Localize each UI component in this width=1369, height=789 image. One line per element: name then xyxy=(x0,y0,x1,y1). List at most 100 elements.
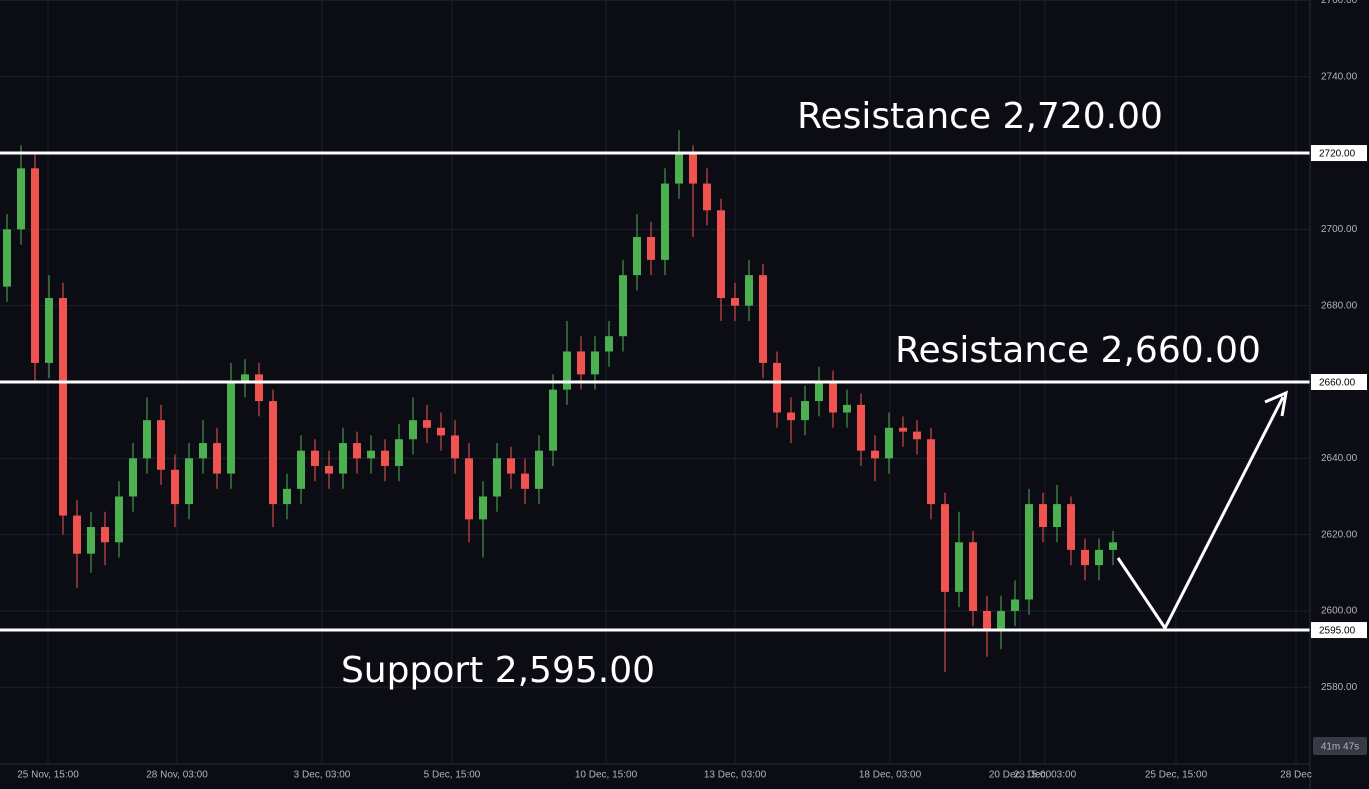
candle-body xyxy=(101,527,109,543)
y-tick-label: 2700.00 xyxy=(1321,224,1358,235)
candle-body xyxy=(31,168,39,363)
candle-body xyxy=(395,439,403,466)
candle-body xyxy=(143,420,151,459)
y-tick-label: 2680.00 xyxy=(1321,300,1358,311)
candle-body xyxy=(857,404,865,451)
candle-body xyxy=(325,465,333,474)
candle-body xyxy=(1025,504,1033,600)
candle-body xyxy=(507,458,515,474)
y-tick-label: 2760.00 xyxy=(1321,0,1358,6)
candle-body xyxy=(213,443,221,474)
candle-body xyxy=(577,351,585,375)
candle-body xyxy=(591,351,599,375)
candle-body xyxy=(199,443,207,459)
projection-arrow xyxy=(1116,396,1285,631)
candle-body xyxy=(605,336,613,352)
candle-body xyxy=(17,168,25,230)
candle-body xyxy=(717,210,725,299)
y-tick-label: 2620.00 xyxy=(1321,529,1358,540)
candle-body xyxy=(563,351,571,390)
arrow-head xyxy=(1264,390,1288,417)
x-tick-label: 25 Dec, 15:00 xyxy=(1145,770,1208,781)
candle-body xyxy=(983,610,991,631)
candle-body xyxy=(801,401,809,421)
candle-body xyxy=(185,458,193,505)
y-tick-label: 2640.00 xyxy=(1321,453,1358,464)
candle-body xyxy=(353,443,361,459)
candle-body xyxy=(129,458,137,497)
x-tick-label: 25 Nov, 15:00 xyxy=(17,770,79,781)
x-tick-label: 3 Dec, 03:00 xyxy=(294,770,351,781)
candle-body xyxy=(773,362,781,413)
candle-body xyxy=(955,542,963,592)
candle-body xyxy=(927,439,935,505)
candle-body xyxy=(493,458,501,497)
candle-body xyxy=(255,374,263,402)
candle-body xyxy=(731,298,739,306)
x-tick-label: 23 Dec, 03:00 xyxy=(1014,770,1077,781)
candle-body xyxy=(815,382,823,402)
candle-body xyxy=(941,504,949,592)
candle-body xyxy=(59,298,67,516)
candle-body xyxy=(1053,504,1061,528)
countdown: 41m 47s xyxy=(1321,742,1359,753)
candle-body xyxy=(423,420,431,428)
candle-body xyxy=(297,450,305,489)
level-annotation: Resistance 2,720.00 xyxy=(797,96,1163,137)
level-annotation: Support 2,595.00 xyxy=(341,650,655,691)
candle-body xyxy=(339,443,347,474)
candle-body xyxy=(367,450,375,459)
candle-body xyxy=(115,496,123,543)
candle-body xyxy=(619,275,627,337)
level-label-box xyxy=(1311,374,1367,390)
candle-body xyxy=(87,527,95,554)
x-tick-label: 10 Dec, 15:00 xyxy=(575,770,638,781)
candle-body xyxy=(633,236,641,276)
candle-body xyxy=(381,450,389,466)
candle-body xyxy=(703,183,711,211)
candle-body xyxy=(913,431,921,440)
candle-body xyxy=(73,515,81,554)
candle-body xyxy=(409,420,417,440)
candle-body xyxy=(171,469,179,505)
level-annotation: Resistance 2,660.00 xyxy=(895,330,1261,371)
candle-body xyxy=(1081,549,1089,566)
x-tick-label: 5 Dec, 15:00 xyxy=(424,770,481,781)
candle-body xyxy=(269,401,277,505)
candle-body xyxy=(465,458,473,520)
candle-body xyxy=(479,496,487,520)
candle-body xyxy=(311,450,319,466)
y-tick-label: 2580.00 xyxy=(1321,682,1358,693)
countdown-box xyxy=(1313,737,1367,755)
candle-body xyxy=(451,435,459,459)
y-tick-label: 2600.00 xyxy=(1321,606,1358,617)
candle-body xyxy=(521,473,529,489)
level-label-box xyxy=(1311,622,1367,639)
candle-body xyxy=(787,412,795,421)
candle-body xyxy=(437,427,445,436)
candle-body xyxy=(1109,542,1117,550)
level-label: 2660.00 xyxy=(1319,378,1356,389)
candle-body xyxy=(997,610,1005,631)
candle-body xyxy=(759,275,767,363)
candle-body xyxy=(969,542,977,611)
candle-body xyxy=(689,153,697,184)
candle-body xyxy=(157,420,165,470)
candle-body xyxy=(1067,504,1075,550)
candle-body xyxy=(871,450,879,459)
candle-body xyxy=(549,389,557,451)
candle-body xyxy=(535,450,543,489)
level-label: 2595.00 xyxy=(1319,626,1356,637)
x-tick-label: 28 Nov, 03:00 xyxy=(146,770,208,781)
level-label-box xyxy=(1311,145,1367,162)
candle-body xyxy=(675,153,683,184)
candle-body xyxy=(745,275,753,306)
candle-body xyxy=(1039,504,1047,528)
candle-body xyxy=(45,298,53,363)
candle-body xyxy=(885,427,893,459)
candle-body xyxy=(843,404,851,413)
x-tick-label: 18 Dec, 03:00 xyxy=(859,770,922,781)
